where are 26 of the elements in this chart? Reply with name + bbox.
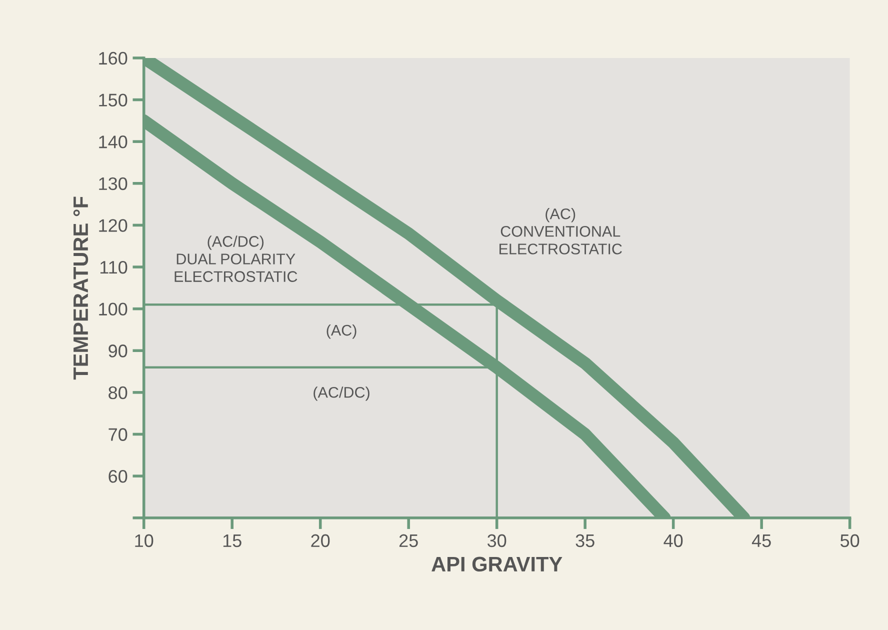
y-tick-label: 110 xyxy=(100,260,128,274)
y-tick-label: 70 xyxy=(108,428,128,441)
x-tick-label: 30 xyxy=(487,534,506,548)
x-tick-label: 20 xyxy=(311,534,330,548)
x-tick-label: 45 xyxy=(752,534,771,548)
x-tick-label: 50 xyxy=(840,534,860,548)
annotation: (AC) CONVENTIONAL ELECTROSTATIC xyxy=(500,208,622,254)
x-tick-label: 40 xyxy=(664,534,683,548)
y-tick-label: 140 xyxy=(99,136,128,148)
annotation: (AC/DC) xyxy=(314,386,370,401)
y-axis-title: TEMPERATURE °F xyxy=(73,196,88,380)
y-tick-label: 60 xyxy=(108,470,128,483)
y-tick-label: 150 xyxy=(99,94,128,106)
y-tick-label: 130 xyxy=(99,177,128,190)
x-tick-label: 15 xyxy=(223,534,242,548)
y-tick-label: 100 xyxy=(99,302,128,316)
x-axis-title: API GRAVITY xyxy=(432,556,562,572)
annotation: (AC) xyxy=(326,324,356,339)
annotation: (AC/DC) DUAL POLARITY ELECTROSTATIC xyxy=(174,236,298,282)
x-tick-label: 25 xyxy=(399,534,418,548)
y-tick-label: 80 xyxy=(108,386,128,400)
y-tick-label: 160 xyxy=(99,52,128,65)
y-tick-label: 90 xyxy=(108,344,128,358)
y-tick-label: 120 xyxy=(99,219,128,232)
x-tick-label: 10 xyxy=(135,534,154,548)
x-tick-label: 35 xyxy=(576,534,594,548)
